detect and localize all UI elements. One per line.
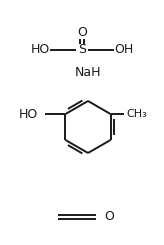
Text: HO: HO: [30, 44, 50, 57]
Text: OH: OH: [114, 44, 134, 57]
Text: S: S: [78, 44, 86, 57]
Text: O: O: [77, 26, 87, 39]
Text: HO: HO: [19, 108, 39, 121]
Text: CH₃: CH₃: [126, 109, 147, 119]
Text: NaH: NaH: [75, 65, 101, 78]
Text: O: O: [104, 210, 114, 223]
